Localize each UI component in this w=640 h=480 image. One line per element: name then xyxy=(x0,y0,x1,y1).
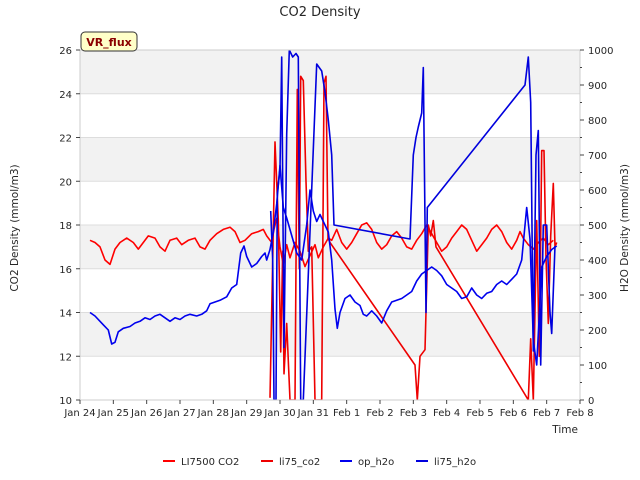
y-axis-left-label: CO2 Density (mmol/m3) xyxy=(9,164,21,291)
grid-band xyxy=(80,312,580,357)
x-tick-label: Feb 7 xyxy=(533,408,560,419)
y-left-tick-label: 14 xyxy=(59,309,72,320)
x-axis-ticks: Jan 24 Jan 25 Jan 26 Jan 27 Jan 28 Jan 29 Jan … xyxy=(63,400,594,419)
x-tick-label: Jan 28 xyxy=(197,408,229,419)
y-left-tick-label: 12 xyxy=(59,352,72,363)
y-right-tick-label: 200 xyxy=(588,326,607,337)
y-right-tick-label: 300 xyxy=(588,291,607,302)
y-right-tick-label: 900 xyxy=(588,81,607,92)
y-left-tick-label: 16 xyxy=(59,265,72,276)
series-line-li75-h2o xyxy=(269,50,556,400)
y-right-tick-label: 100 xyxy=(588,361,607,372)
legend-label: li75_co2 xyxy=(279,457,320,468)
x-tick-label: Feb 2 xyxy=(366,408,393,419)
y-left-tick-label: 26 xyxy=(59,46,72,57)
x-tick-label: Feb 5 xyxy=(466,408,493,419)
vr-flux-badge: VR_flux xyxy=(80,31,138,52)
badge-box xyxy=(80,31,138,52)
legend-label: op_h2o xyxy=(358,457,394,468)
x-tick-label: Jan 27 xyxy=(163,408,195,419)
x-axis-label: Time xyxy=(551,424,578,436)
series-line-li7500-co2 xyxy=(89,217,554,268)
x-tick-label: Jan 26 xyxy=(130,408,162,419)
y-left-tick-label: 20 xyxy=(59,177,72,188)
x-tick-label: Jan 24 xyxy=(63,408,95,419)
grid-band xyxy=(80,50,580,94)
y-axis-left-ticks: 10 12 14 16 18 20 22 24 26 xyxy=(59,46,80,407)
x-tick-label: Feb 8 xyxy=(566,408,593,419)
y-left-tick-label: 24 xyxy=(59,90,72,101)
x-tick-label: Jan 29 xyxy=(230,408,262,419)
legend-label: li75_h2o xyxy=(434,457,476,468)
legend-label: LI7500 CO2 xyxy=(181,457,239,468)
x-tick-label: Jan 31 xyxy=(297,408,329,419)
series-lines xyxy=(89,50,558,400)
legend: LI7500 CO2 li75_co2 op_h2o li75_h2o xyxy=(163,457,476,468)
x-tick-label: Feb 1 xyxy=(333,408,360,419)
y-right-tick-label: 1000 xyxy=(588,46,613,57)
y-left-tick-label: 22 xyxy=(59,134,72,145)
y-right-tick-label: 800 xyxy=(588,116,607,127)
y-right-tick-label: 600 xyxy=(588,186,607,197)
x-tick-label: Jan 30 xyxy=(263,408,295,419)
y-right-tick-label: 500 xyxy=(588,221,607,232)
y-axis-right-ticks: 0 100 200 300 400 500 600 700 800 900 1000 xyxy=(580,46,613,407)
y-left-tick-label: 10 xyxy=(59,396,72,407)
series-line-op-h2o xyxy=(89,164,558,366)
x-tick-label: Feb 4 xyxy=(433,408,460,419)
y-right-tick-label: 400 xyxy=(588,256,607,267)
y-right-tick-label: 700 xyxy=(588,151,607,162)
x-tick-label: Feb 6 xyxy=(500,408,527,419)
y-right-tick-label: 0 xyxy=(588,396,594,407)
chart-title: CO2 Density xyxy=(279,5,360,20)
badge-label: VR_flux xyxy=(86,36,132,49)
y-left-tick-label: 18 xyxy=(59,221,72,232)
x-tick-label: Feb 3 xyxy=(400,408,427,419)
y-axis-right-label: H2O Density (mmol/m3) xyxy=(619,164,631,292)
x-tick-label: Jan 25 xyxy=(97,408,129,419)
